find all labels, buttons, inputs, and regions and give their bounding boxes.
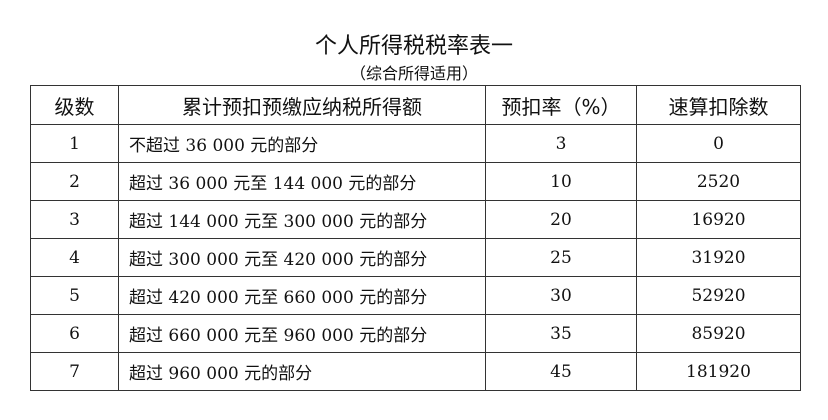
tax-rate-table: 级数 累计预扣预缴应纳税所得额 预扣率（%） 速算扣除数 1 不超过 36 000… — [30, 85, 801, 391]
cell-deduction: 85920 — [636, 314, 801, 353]
cell-rate: 10 — [485, 162, 637, 201]
cell-level: 1 — [30, 124, 119, 163]
header-level: 级数 — [30, 85, 119, 125]
cell-rate: 25 — [485, 238, 637, 277]
header-rate: 预扣率（%） — [485, 85, 637, 125]
cell-income-range: 超过 960 000 元的部分 — [118, 352, 486, 391]
cell-income-range: 不超过 36 000 元的部分 — [118, 124, 486, 163]
cell-rate: 35 — [485, 314, 637, 353]
cell-rate: 3 — [485, 124, 637, 163]
cell-income-range: 超过 300 000 元至 420 000 元的部分 — [118, 238, 486, 277]
table-row: 1 不超过 36 000 元的部分 3 0 — [30, 124, 801, 163]
table-row: 4 超过 300 000 元至 420 000 元的部分 25 31920 — [30, 238, 801, 277]
cell-level: 7 — [30, 352, 119, 391]
cell-rate: 20 — [485, 200, 637, 239]
cell-level: 3 — [30, 200, 119, 239]
cell-income-range: 超过 660 000 元至 960 000 元的部分 — [118, 314, 486, 353]
cell-rate: 30 — [485, 276, 637, 315]
cell-deduction: 52920 — [636, 276, 801, 315]
cell-deduction: 181920 — [636, 352, 801, 391]
table-row: 7 超过 960 000 元的部分 45 181920 — [30, 352, 801, 391]
cell-level: 5 — [30, 276, 119, 315]
table-row: 2 超过 36 000 元至 144 000 元的部分 10 2520 — [30, 162, 801, 201]
cell-deduction: 31920 — [636, 238, 801, 277]
cell-deduction: 0 — [636, 124, 801, 163]
table-row: 5 超过 420 000 元至 660 000 元的部分 30 52920 — [30, 276, 801, 315]
cell-level: 6 — [30, 314, 119, 353]
cell-level: 2 — [30, 162, 119, 201]
table-subtitle: （综合所得适用） — [349, 64, 478, 83]
table-row: 6 超过 660 000 元至 960 000 元的部分 35 85920 — [30, 314, 801, 353]
header-income-range: 累计预扣预缴应纳税所得额 — [118, 85, 486, 125]
header-deduction: 速算扣除数 — [636, 85, 801, 125]
cell-level: 4 — [30, 238, 119, 277]
cell-deduction: 2520 — [636, 162, 801, 201]
table-row: 3 超过 144 000 元至 300 000 元的部分 20 16920 — [30, 200, 801, 239]
table-title: 个人所得税税率表一 — [314, 34, 513, 59]
cell-income-range: 超过 36 000 元至 144 000 元的部分 — [118, 162, 486, 201]
cell-rate: 45 — [485, 352, 637, 391]
cell-income-range: 超过 420 000 元至 660 000 元的部分 — [118, 276, 486, 315]
cell-income-range: 超过 144 000 元至 300 000 元的部分 — [118, 200, 486, 239]
cell-deduction: 16920 — [636, 200, 801, 239]
header-row: 级数 累计预扣预缴应纳税所得额 预扣率（%） 速算扣除数 — [30, 85, 801, 125]
